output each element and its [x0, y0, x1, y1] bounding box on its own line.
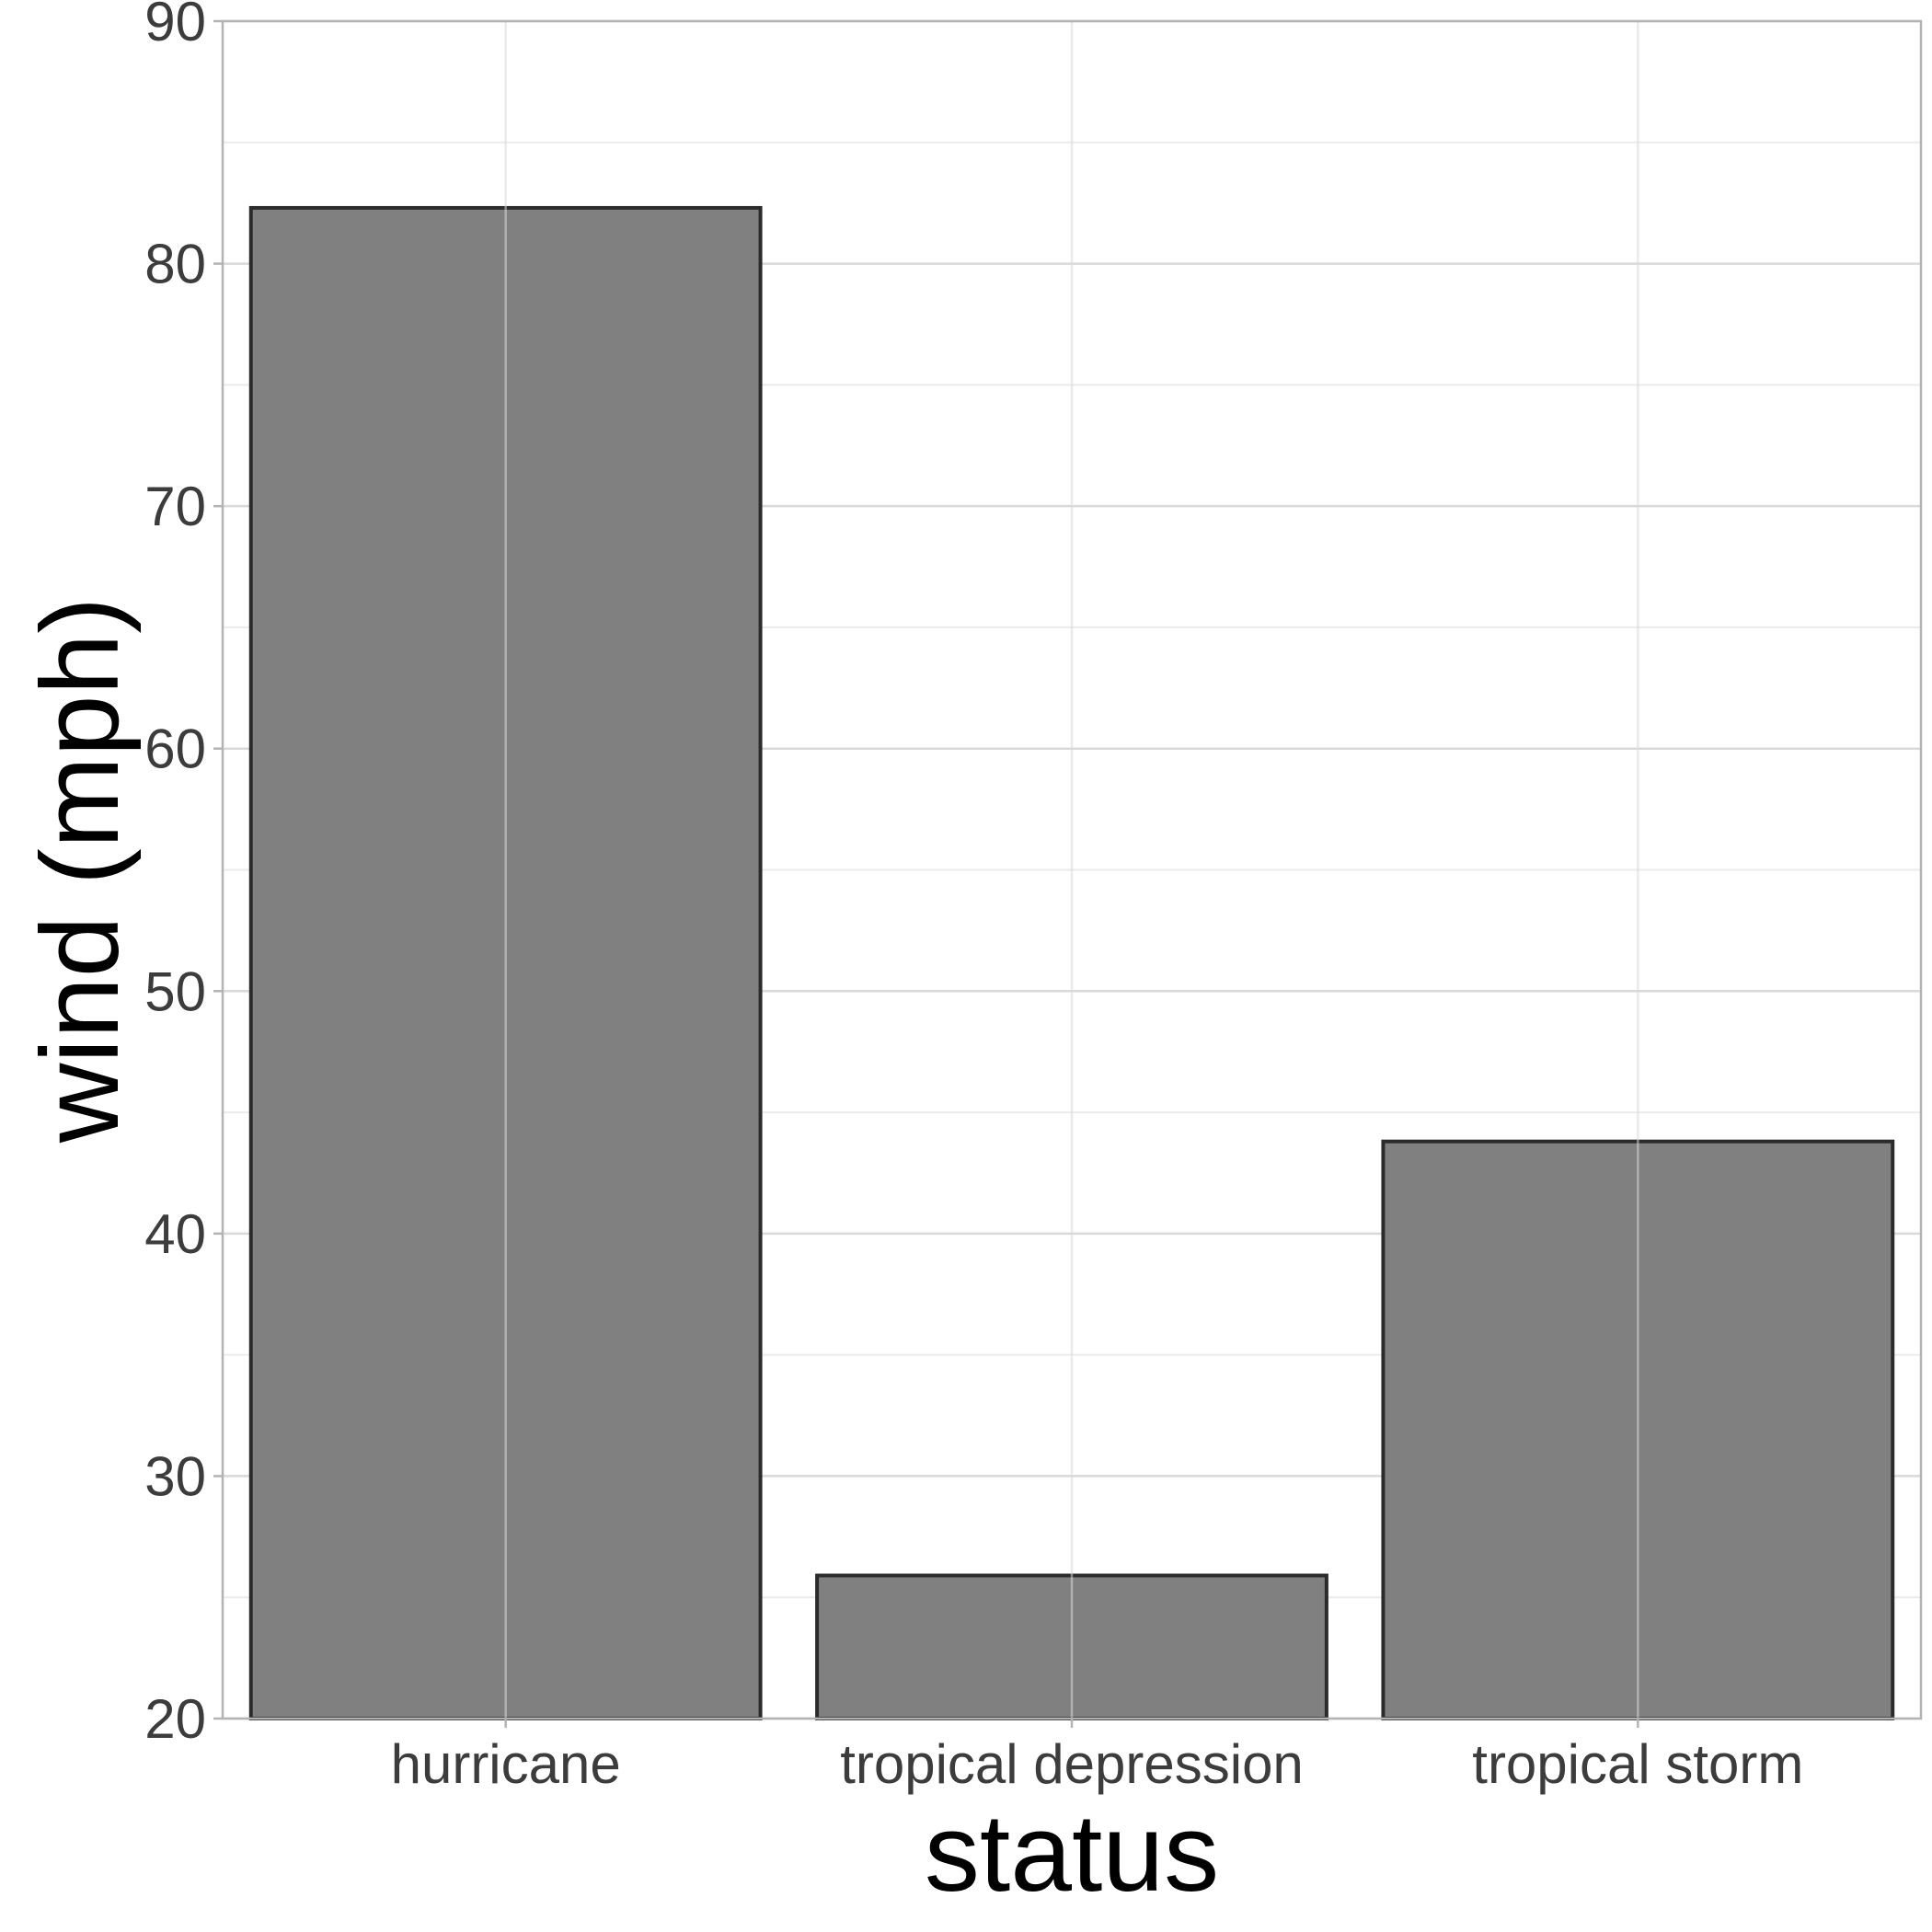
y-tick-label: 20 [144, 1688, 206, 1750]
y-tick-label: 60 [144, 719, 206, 780]
y-tick-label: 40 [144, 1203, 206, 1265]
x-tick-label: hurricane [391, 1733, 621, 1795]
vertical-gridlines [504, 21, 1639, 1719]
x-axis-ticks: hurricane tropical depression tropical sto… [391, 1719, 1803, 1795]
x-axis-title: status [925, 1791, 1219, 1915]
y-tick-label: 30 [144, 1445, 206, 1507]
y-tick-label: 70 [144, 476, 206, 537]
x-tick-label: tropical depression [840, 1733, 1304, 1795]
y-tick-label: 80 [144, 234, 206, 295]
x-tick-label: tropical storm [1472, 1733, 1803, 1795]
y-axis-title: wind (mph) [18, 597, 142, 1144]
y-axis-ticks: 20 30 40 50 60 70 80 90 [144, 0, 223, 1750]
y-tick-label: 90 [144, 0, 206, 52]
y-tick-label: 50 [144, 960, 206, 1022]
